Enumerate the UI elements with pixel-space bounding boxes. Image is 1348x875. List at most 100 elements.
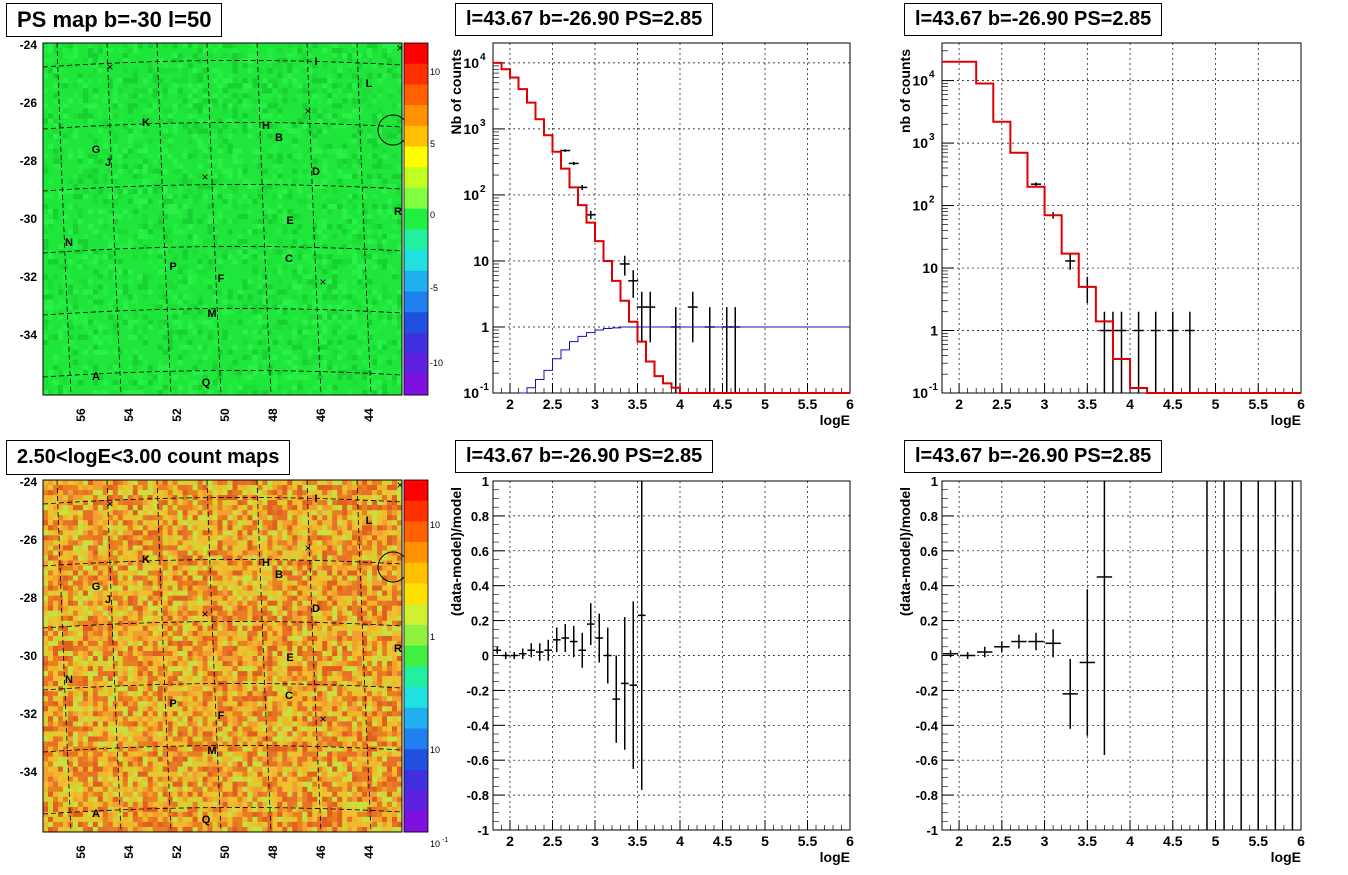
x-tick-label: 5 [761, 833, 769, 849]
count-map-longitude-line [356, 479, 372, 833]
colorbar-segment [404, 146, 428, 168]
y-tick-exponent: 2 [480, 184, 486, 195]
x-tick-label: 4 [676, 833, 684, 849]
ps-map-longitude-line [206, 42, 222, 396]
source-label-d: D [312, 166, 320, 178]
y-axis-label: nb of counts [897, 49, 913, 133]
x-tick-label: 2.5 [543, 396, 563, 412]
y-tick-label: 10 [912, 73, 928, 89]
x-tick-label: 3 [591, 833, 599, 849]
colorbar-segment [404, 811, 428, 833]
x-tick-label: 5.5 [1249, 833, 1269, 849]
ps-map-lat-tick: -30 [20, 212, 38, 226]
source-label-i: I [314, 56, 317, 68]
colorbar-segment [404, 666, 428, 688]
ps-colorbar-frame [403, 42, 429, 396]
y-tick-label: 0 [482, 649, 489, 664]
y-tick-label: 0 [931, 649, 938, 664]
source-label-b: B [275, 132, 283, 144]
ps-map-lat-tick: -24 [20, 38, 38, 52]
ps-map-latitude-line [42, 308, 403, 316]
x-tick-label: 2 [955, 396, 963, 412]
source-label-a: A [92, 808, 100, 820]
x-tick-label: 4.5 [713, 833, 733, 849]
y-tick-exponent: 4 [480, 52, 486, 63]
count-map-latitude-line [42, 497, 403, 505]
source-cross-marker: × [396, 478, 403, 492]
y-tick-label: 0.2 [471, 614, 489, 629]
source-label-e: E [286, 215, 293, 227]
count-map-lat-tick: -28 [20, 591, 38, 605]
colorbar-tick-label: -10 [430, 358, 443, 368]
y-tick-label: -0.8 [467, 788, 489, 803]
residual-left-title: l=43.67 b=-26.90 PS=2.85 [455, 440, 714, 473]
count-map-lon-tick: 54 [122, 845, 136, 859]
ps-map-longitude-line [256, 42, 272, 396]
count-map-longitude-line [306, 479, 322, 833]
y-tick-label: 0.6 [471, 544, 489, 559]
x-axis-label: logE [820, 849, 850, 865]
x-tick-label: 3 [1041, 396, 1049, 412]
count-map-lat-tick: -24 [20, 475, 38, 489]
colorbar-segment [404, 270, 428, 292]
x-tick-label: 5 [761, 396, 769, 412]
y-tick-label: 10 [912, 135, 928, 151]
y-tick-exponent: 2 [929, 195, 935, 206]
source-cross-marker: × [304, 541, 311, 555]
ps-map-lon-tick: 56 [74, 408, 88, 422]
x-tick-label: 4.5 [713, 396, 733, 412]
colorbar-segment [404, 43, 428, 65]
count-map-latitude-line [42, 807, 403, 815]
x-tick-label: 4 [1126, 833, 1134, 849]
source-label-m: M [207, 745, 216, 757]
y-axis-label: (data-model)/model [897, 487, 913, 616]
count-map-lon-tick: 52 [170, 845, 184, 859]
source-label-g: G [92, 581, 101, 593]
y-axis-label: (data-model)/model [448, 487, 464, 616]
source-label-r: R [394, 643, 402, 655]
y-tick-label: -0.6 [467, 753, 489, 768]
y-tick-exponent: -1 [480, 382, 489, 393]
ps-map-latitude-line [42, 184, 403, 192]
colorbar-segment [404, 707, 428, 729]
y-tick-label: 10 [463, 385, 479, 401]
colorbar-segment [404, 521, 428, 543]
spectrum-left-title: l=43.67 b=-26.90 PS=2.85 [455, 3, 714, 36]
x-tick-label: 6 [1297, 396, 1305, 412]
source-label-c: C [285, 253, 293, 265]
colorbar-segment [404, 769, 428, 792]
x-tick-label: 4.5 [1163, 833, 1183, 849]
source-label-j: J [105, 594, 111, 606]
x-tick-label: 2 [955, 833, 963, 849]
y-tick-label: 10 [463, 55, 479, 71]
ps-map-lon-tick: 54 [122, 408, 136, 422]
y-tick-label: -0.6 [916, 753, 938, 768]
source-label-i: I [314, 493, 317, 505]
y-tick-label: 0.4 [471, 579, 490, 594]
ps-map-lon-tick: 48 [266, 408, 280, 422]
source-cross-marker: × [396, 41, 403, 55]
source-label-d: D [312, 603, 320, 615]
source-label-m: M [207, 308, 216, 320]
colorbar-tick-label: 0 [430, 210, 435, 220]
colorbar-segment [404, 291, 428, 313]
count-map-latitude-line [42, 559, 403, 567]
x-tick-label: 3.5 [628, 833, 648, 849]
source-label-q: Q [202, 377, 211, 389]
y-tick-label: 1 [931, 474, 938, 489]
ps-map-lat-tick: -26 [20, 96, 38, 110]
y-tick-label: -0.2 [916, 683, 938, 698]
ps-map-lon-tick: 44 [362, 408, 376, 422]
source-label-h: H [262, 120, 270, 132]
source-label-p: P [169, 261, 176, 273]
colorbar-tick-label: 10 [430, 67, 440, 77]
colorbar-segment [404, 167, 428, 189]
x-tick-label: 2.5 [992, 396, 1012, 412]
colorbar-tick-exponent: -1 [442, 837, 448, 844]
colorbar-segment [404, 187, 428, 210]
count-map-longitude-line [56, 479, 72, 833]
y-tick-label: 0.6 [920, 544, 938, 559]
x-tick-label: 5 [1212, 833, 1220, 849]
